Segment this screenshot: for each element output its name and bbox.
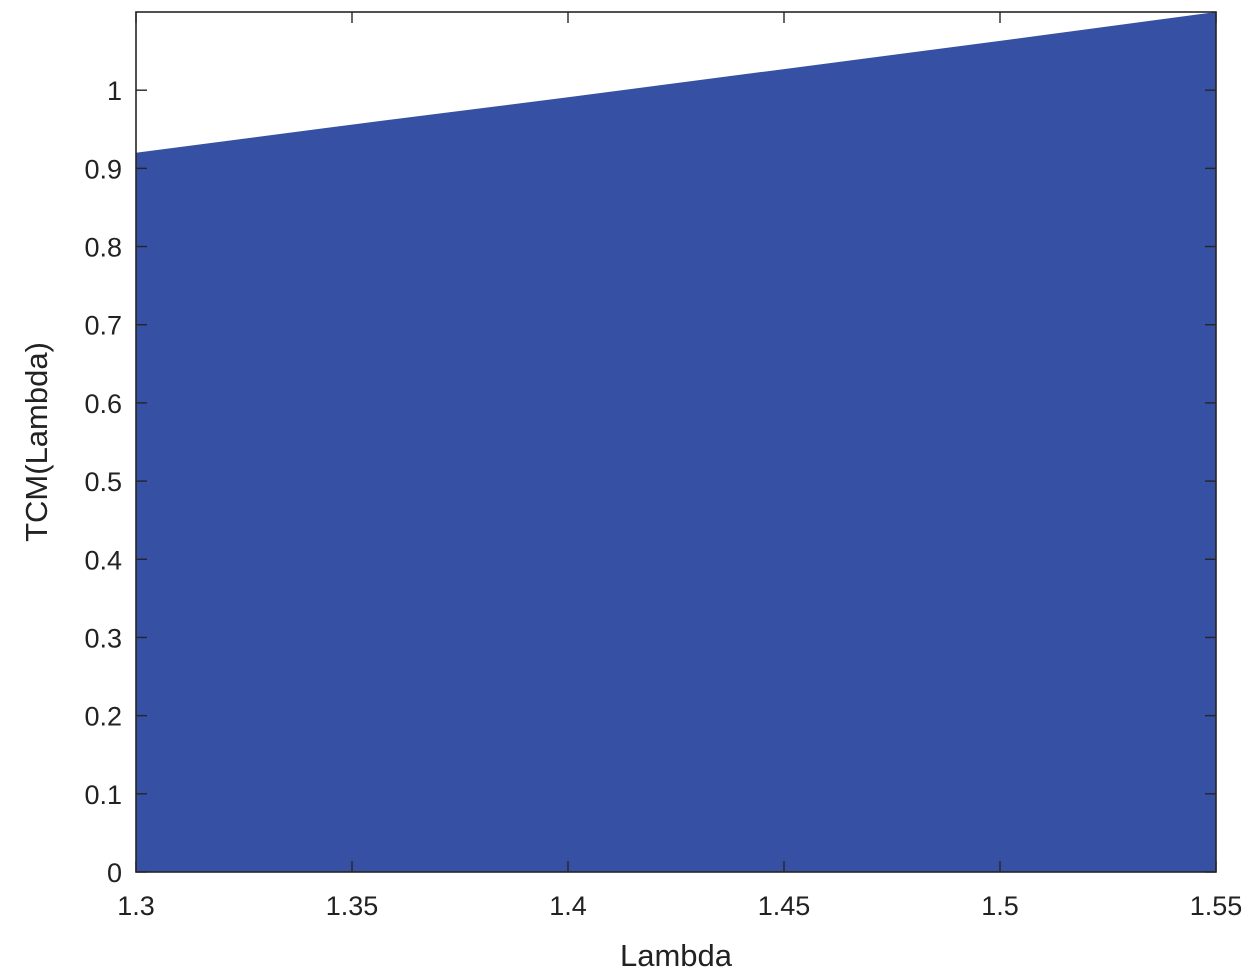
x-tick-label: 1.55	[1190, 891, 1243, 921]
y-axis-label: TCM(Lambda)	[19, 342, 54, 542]
x-axis-label: Lambda	[620, 938, 733, 973]
x-tick-label: 1.45	[758, 891, 811, 921]
y-tick-label: 0.1	[84, 780, 122, 810]
area-series-0	[136, 12, 1216, 872]
y-tick-label: 0.2	[84, 702, 122, 732]
y-tick-label: 0.9	[84, 154, 122, 184]
x-tick-label: 1.3	[117, 891, 155, 921]
y-tick-label: 0.5	[84, 467, 122, 497]
x-tick-label: 1.5	[981, 891, 1019, 921]
y-tick-label: 0.6	[84, 389, 122, 419]
y-tick-label: 0.4	[84, 545, 122, 575]
y-tick-label: 0.7	[84, 311, 122, 341]
x-tick-label: 1.35	[326, 891, 379, 921]
y-tick-label: 0.8	[84, 233, 122, 263]
y-tick-label: 0.3	[84, 623, 122, 653]
x-tick-label: 1.4	[549, 891, 587, 921]
y-tick-label: 0	[107, 858, 122, 888]
y-tick-label: 1	[107, 76, 122, 106]
